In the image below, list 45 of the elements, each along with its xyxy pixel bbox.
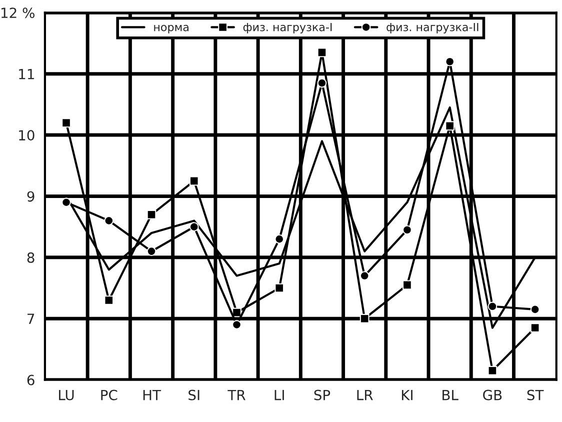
point	[530, 304, 540, 314]
point	[104, 216, 114, 226]
point	[317, 48, 327, 58]
x-tick-label: LU	[59, 390, 74, 400]
point	[274, 234, 284, 244]
point	[488, 302, 498, 312]
point	[274, 283, 284, 293]
point	[62, 118, 71, 128]
x-tick-label: LR	[357, 390, 373, 400]
y-tick-label: 6	[27, 374, 34, 386]
point	[317, 78, 327, 88]
x-tick-label: GB	[483, 390, 502, 400]
x-tick-label: BL	[442, 390, 458, 400]
legend-label: норма	[154, 24, 188, 34]
y-tick-label: 7	[28, 314, 34, 324]
point	[445, 56, 455, 66]
point	[146, 246, 156, 256]
y-tick-label: 8	[27, 252, 34, 263]
y-tick-label: 11	[19, 69, 34, 80]
point	[402, 280, 412, 290]
y-tick-label: 12 %	[1, 8, 34, 18]
point	[189, 176, 199, 186]
legend-label: физ. нагрузка-II	[386, 23, 478, 34]
point	[189, 222, 199, 232]
point	[62, 198, 71, 208]
y-tick-label: 9	[27, 191, 34, 202]
point	[488, 366, 498, 376]
x-tick-label: ST	[527, 390, 544, 400]
x-tick-label: KI	[402, 390, 412, 400]
x-tick-label: SP	[314, 390, 330, 400]
point	[530, 323, 540, 332]
x-tick-label: TR	[228, 390, 246, 400]
point	[104, 296, 114, 305]
point	[445, 121, 455, 131]
x-tick-label: SI	[188, 390, 200, 400]
y-tick-label: 10	[19, 130, 34, 141]
point	[360, 271, 370, 280]
x-tick-label: HT	[143, 390, 162, 400]
point	[402, 225, 412, 235]
point	[232, 320, 242, 330]
point	[146, 210, 156, 220]
legend-label: физ. нагрузка-I	[243, 23, 332, 34]
x-tick-label: PC	[101, 390, 118, 400]
x-tick-label: LI	[274, 390, 284, 400]
point	[360, 314, 370, 324]
